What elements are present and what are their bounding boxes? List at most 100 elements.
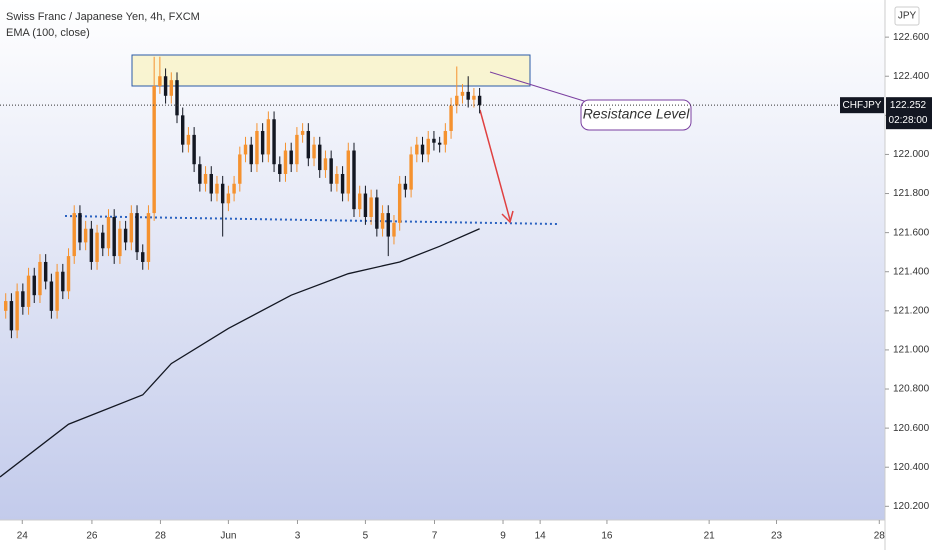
ema-line — [0, 228, 480, 478]
candle-body — [323, 158, 328, 171]
candle-body — [135, 213, 139, 253]
candle-body — [55, 271, 59, 311]
candle-body — [335, 173, 339, 184]
candle-body — [426, 138, 430, 155]
candle-body — [238, 154, 242, 184]
candle-body — [198, 164, 202, 184]
candle-body — [375, 197, 379, 229]
annotation-box — [580, 99, 692, 131]
candle-body — [386, 213, 390, 237]
candle-body — [101, 232, 105, 249]
candle-body — [466, 91, 470, 100]
candle-body — [415, 144, 419, 155]
candle-body — [3, 301, 8, 311]
y-tick-label: 121.400 — [893, 266, 930, 277]
x-tick-label: 5 — [363, 531, 369, 542]
y-tick-label: 121.600 — [893, 227, 930, 238]
candle-body — [141, 252, 145, 262]
last-price: 122.252 — [890, 100, 927, 111]
y-tick-label: 121.200 — [893, 305, 930, 316]
candle-body — [118, 228, 122, 257]
y-tick-label: 120.600 — [893, 423, 930, 434]
candle-body — [66, 256, 71, 292]
support-line — [64, 215, 559, 225]
candle-body — [352, 150, 356, 210]
y-tick-label: 121.800 — [893, 188, 930, 199]
time-axis — [0, 520, 885, 550]
candle-body — [449, 105, 453, 131]
candle-body — [175, 80, 179, 116]
candle-body — [21, 291, 25, 307]
y-tick-label: 120.200 — [893, 501, 930, 512]
currency: JPY — [898, 11, 917, 22]
candle-body — [306, 130, 311, 159]
candle-body — [460, 91, 465, 96]
candle-body — [272, 119, 276, 165]
candle-body — [192, 134, 196, 165]
candle-body — [243, 144, 248, 155]
countdown: 02:28:00 — [889, 115, 928, 126]
candle-body — [186, 134, 191, 145]
x-tick-label: 7 — [432, 531, 438, 542]
arrow-head — [501, 210, 514, 224]
candle-body — [203, 173, 208, 184]
candle-body — [357, 193, 362, 210]
x-tick-label: 14 — [535, 531, 547, 542]
x-tick-label: 21 — [704, 531, 716, 542]
candle-body — [278, 164, 282, 174]
resistance-zone — [131, 54, 531, 87]
x-tick-label: 23 — [771, 531, 783, 542]
candle-body — [123, 228, 128, 243]
candle-body — [249, 144, 253, 165]
candle-body — [380, 213, 385, 229]
candle-body — [72, 213, 76, 257]
candle-body — [15, 291, 19, 331]
symbol: CHFJPY — [843, 100, 882, 111]
chart-title: Swiss Franc / Japanese Yen, 4h, FXCM — [6, 11, 200, 23]
y-tick-label: 122.000 — [893, 149, 930, 160]
candle-body — [146, 213, 151, 262]
candle-body — [232, 183, 236, 194]
candle-body — [180, 115, 185, 145]
candle-body — [300, 130, 305, 135]
candle-body — [472, 95, 476, 100]
y-tick-label: 120.400 — [893, 462, 930, 473]
candle-body — [312, 144, 316, 159]
candle-body — [346, 150, 351, 194]
candle-body — [61, 271, 65, 292]
candle-body — [432, 138, 436, 143]
candle-body — [329, 158, 333, 184]
candle-body — [95, 232, 99, 262]
candle-body — [89, 228, 94, 262]
x-tick-label: 26 — [86, 531, 98, 542]
candle-body — [260, 130, 265, 155]
last-price-badge — [886, 97, 932, 130]
candle-body — [340, 173, 345, 194]
candle-body — [163, 76, 168, 96]
candle-body — [420, 144, 425, 155]
x-tick-label: 9 — [500, 531, 506, 542]
candle-body — [9, 301, 14, 331]
currency-badge — [894, 6, 920, 26]
candle-body — [43, 261, 48, 282]
candle-body — [403, 183, 408, 190]
candle-body — [209, 173, 213, 194]
y-tick-label: 120.800 — [893, 384, 930, 395]
candle-body — [392, 222, 396, 237]
y-tick-label: 121.000 — [893, 345, 930, 356]
candle-body — [477, 95, 482, 106]
candle-body — [437, 142, 442, 145]
candle-body — [83, 228, 88, 243]
indicator-label: EMA (100, close) — [6, 27, 90, 39]
x-tick-label: 16 — [601, 531, 613, 542]
candle-body — [409, 154, 413, 190]
price-axis — [885, 0, 932, 550]
candle-body — [152, 86, 156, 214]
candle-body — [289, 150, 293, 165]
candle-body — [169, 80, 174, 96]
candle-body — [443, 130, 448, 145]
x-tick-label: 28 — [874, 531, 886, 542]
candle-body — [369, 197, 373, 217]
candle-body — [158, 76, 162, 87]
